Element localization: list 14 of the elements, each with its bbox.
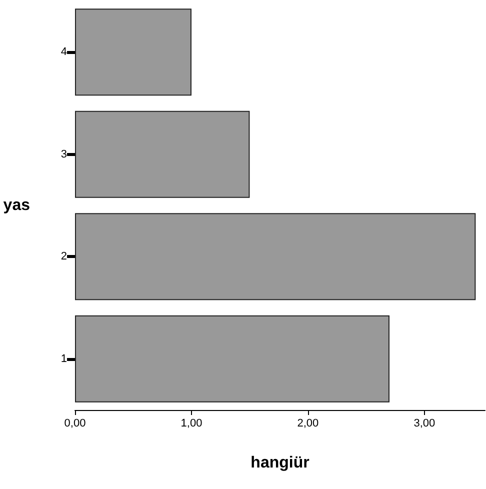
x-tick-label: 3,00 [414,418,436,430]
x-tick-label: 1,00 [180,418,202,430]
y-tick-label: 3 [60,148,67,160]
y-tick-label: 1 [60,352,67,365]
y-tick-label: 4 [60,46,67,58]
x-axis-title: hangiür [250,454,310,472]
bar [75,315,390,402]
y-tick-label: 2 [60,250,67,263]
y-axis-title: yas [3,197,30,214]
bar [75,8,192,96]
bar [75,213,476,300]
x-tick-label: 0,00 [64,418,86,430]
x-tick-label: 2,00 [297,418,319,430]
bar [75,110,250,198]
